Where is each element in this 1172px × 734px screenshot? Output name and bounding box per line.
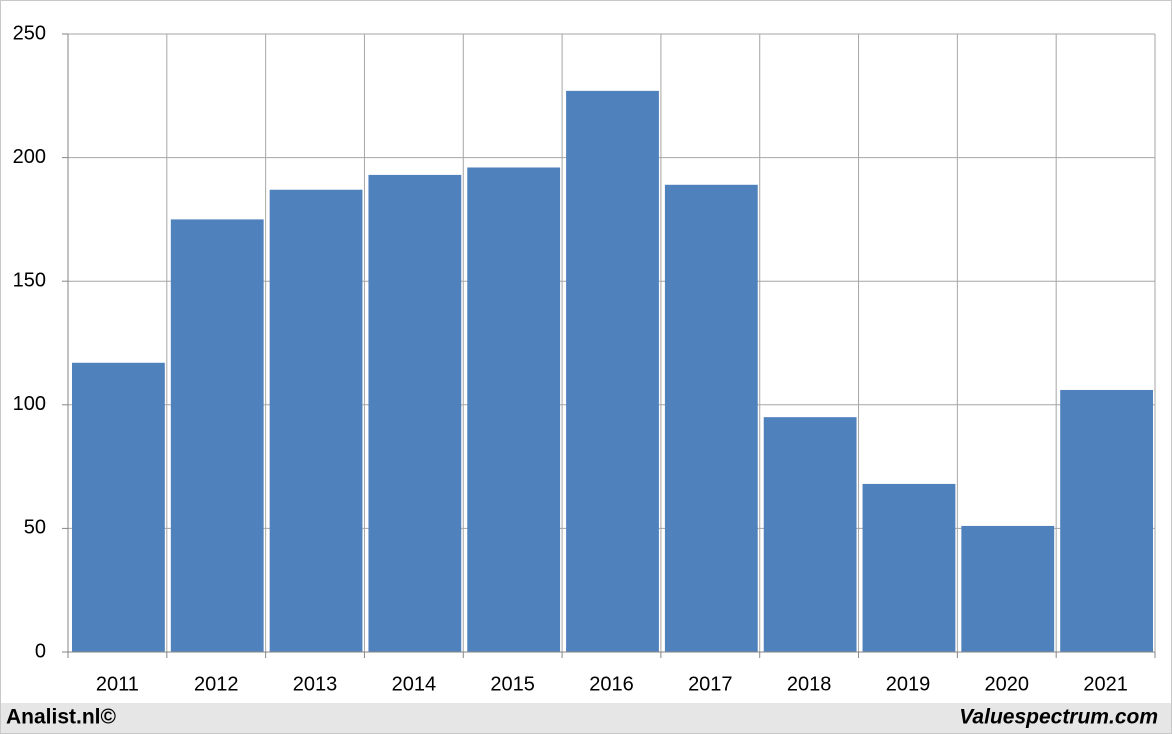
x-tick-label: 2018 (787, 673, 832, 695)
bar (566, 90, 659, 652)
x-tick-label: 2020 (985, 673, 1030, 695)
bar (72, 362, 165, 652)
x-tick-label: 2014 (392, 673, 437, 695)
bar (368, 174, 462, 653)
bar (467, 167, 561, 652)
y-tick-label: 0 (35, 640, 46, 662)
bar (763, 417, 857, 652)
y-tick-label: 50 (24, 517, 46, 539)
y-tick-label: 250 (13, 22, 46, 44)
y-tick-label: 100 (13, 393, 46, 415)
bar (664, 184, 758, 653)
x-tick-label: 2011 (96, 673, 139, 695)
bar (269, 189, 363, 652)
bar (961, 525, 1055, 652)
x-tick-label: 2019 (886, 673, 931, 695)
footer-right: Valuespectrum.com (959, 706, 1158, 729)
bar (862, 483, 956, 652)
y-tick-label: 200 (13, 146, 46, 168)
x-tick-label: 2013 (293, 673, 338, 695)
x-tick-label: 2012 (194, 673, 239, 695)
x-tick-label: 2021 (1083, 673, 1128, 695)
bar (1060, 389, 1153, 652)
bar (170, 219, 264, 652)
footer-left: Analist.nl© (6, 706, 117, 729)
x-tick-label: 2015 (490, 673, 535, 695)
footer-bar (1, 703, 1171, 733)
y-tick-label: 150 (13, 269, 46, 291)
x-tick-label: 2017 (688, 673, 733, 695)
x-tick-label: 2016 (589, 673, 634, 695)
